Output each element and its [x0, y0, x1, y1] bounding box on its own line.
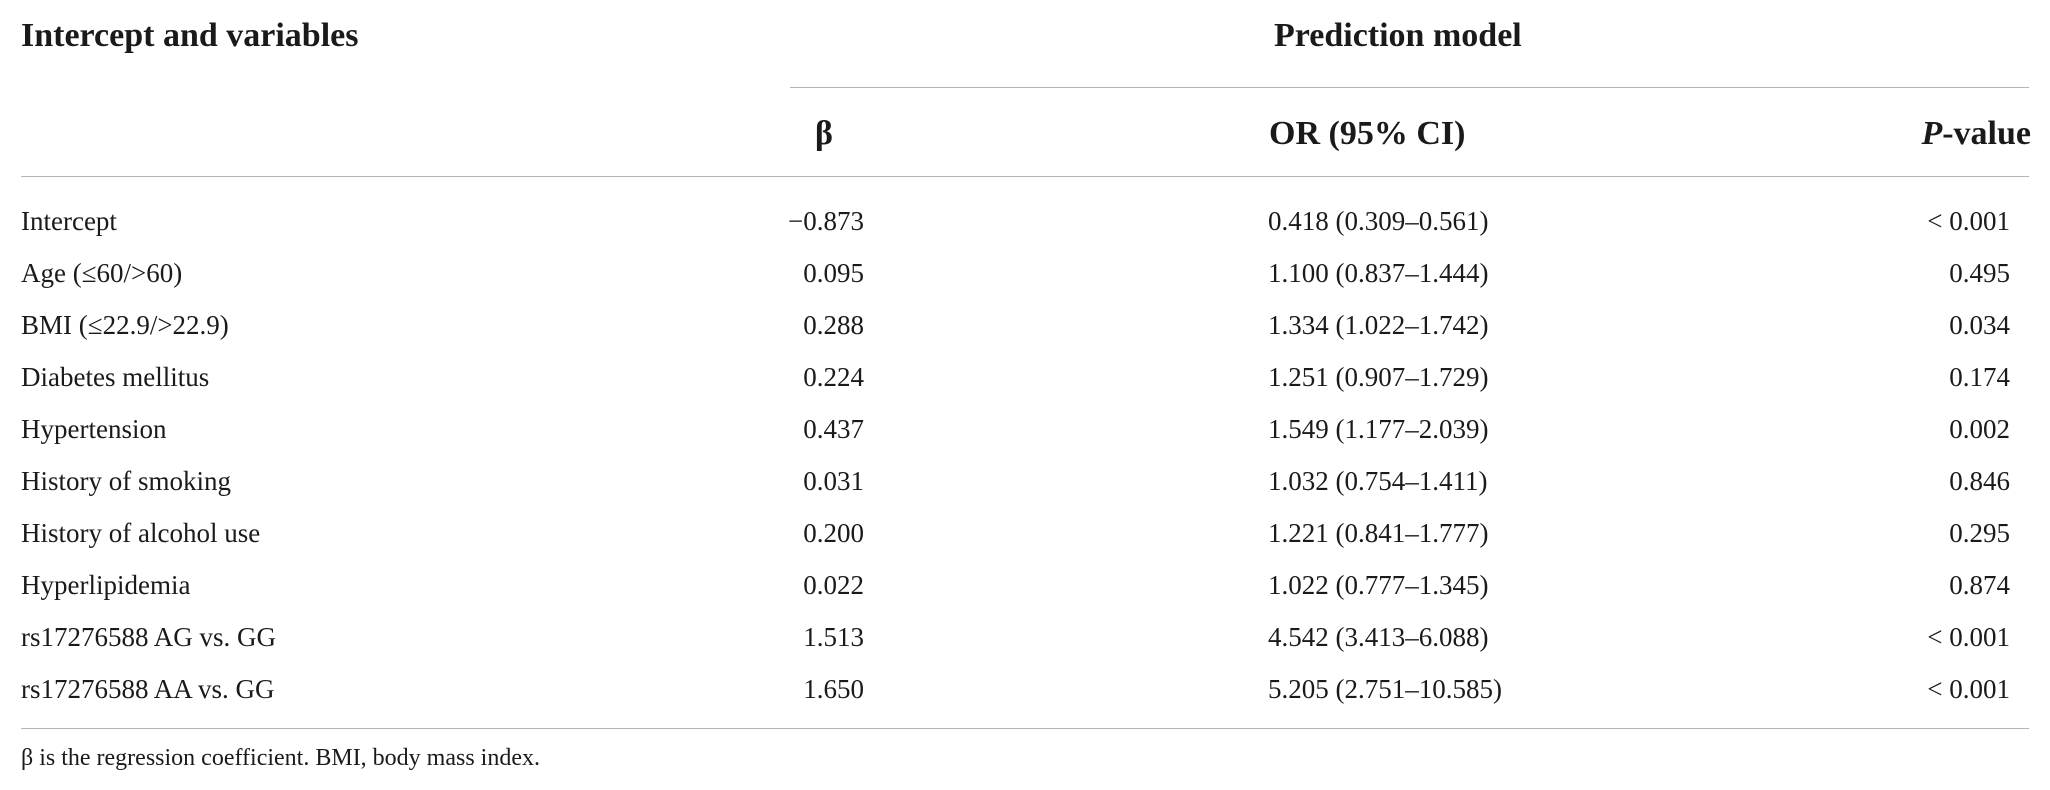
p-value-cell: 0.874	[1949, 570, 2010, 600]
variable-cell: rs17276588 AG vs. GG	[21, 622, 277, 652]
beta-cell: 1.513	[803, 622, 864, 652]
header-prediction-model: Prediction model	[1274, 17, 1522, 54]
table-bottom-rule	[21, 728, 2029, 729]
table-footnote: β is the regression coefficient. BMI, bo…	[21, 745, 540, 771]
beta-cell: −0.873	[788, 206, 864, 236]
variable-cell: BMI (≤22.9/>22.9)	[21, 310, 229, 340]
or-ci-cell: 1.221 (0.841–1.777)	[1268, 518, 1489, 548]
header-p-value: P-value	[1921, 114, 2031, 154]
header-or-ci: OR (95% CI)	[1269, 115, 1466, 152]
table-row: Age (≤60/>60) 0.095 1.100 (0.837–1.444) 0.4…	[0, 247, 2050, 299]
table-row: Hypertension 0.437 1.549 (1.177–2.039) 0.00…	[0, 403, 2050, 455]
or-ci-cell: 4.542 (3.413–6.088)	[1268, 622, 1489, 652]
header-group-rule	[790, 87, 2029, 88]
variable-cell: Intercept	[21, 206, 117, 236]
beta-cell: 1.650	[803, 674, 864, 704]
beta-cell: 0.437	[803, 414, 864, 444]
table-row: Intercept −0.873 0.418 (0.309–0.561) < 0.00…	[0, 195, 2050, 247]
table-row: History of smoking 0.031 1.032 (0.754–1.41…	[0, 455, 2050, 507]
header-beta: β	[815, 115, 833, 152]
beta-cell: 0.224	[803, 362, 864, 392]
table-row: BMI (≤22.9/>22.9) 0.288 1.334 (1.022–1.742…	[0, 299, 2050, 351]
p-value-cell: 0.002	[1949, 414, 2010, 444]
or-ci-cell: 1.549 (1.177–2.039)	[1268, 414, 1489, 444]
beta-cell: 0.031	[803, 466, 864, 496]
p-value-cell: 0.174	[1949, 362, 2010, 392]
variable-cell: Age (≤60/>60)	[21, 258, 183, 288]
p-value-cell: < 0.001	[1927, 674, 2010, 704]
p-value-cell: < 0.001	[1927, 622, 2010, 652]
table-row: History of alcohol use 0.200 1.221 (0.841–…	[0, 507, 2050, 559]
or-ci-cell: 1.251 (0.907–1.729)	[1268, 362, 1489, 392]
p-value-cell: 0.846	[1949, 466, 2010, 496]
variable-cell: History of smoking	[21, 466, 232, 496]
or-ci-cell: 1.022 (0.777–1.345)	[1268, 570, 1489, 600]
table-row: Diabetes mellitus 0.224 1.251 (0.907–1.729…	[0, 351, 2050, 403]
header-bottom-rule	[21, 176, 2029, 177]
p-value-cell: 0.295	[1949, 518, 2010, 548]
or-ci-cell: 1.334 (1.022–1.742)	[1268, 310, 1489, 340]
header-variables: Intercept and variables	[21, 17, 359, 54]
variable-cell: Hyperlipidemia	[21, 570, 191, 600]
or-ci-cell: 0.418 (0.309–0.561)	[1268, 206, 1489, 236]
table-row: Hyperlipidemia 0.022 1.022 (0.777–1.345) 0.…	[0, 559, 2050, 611]
header-p-letter: P	[1921, 115, 1943, 152]
or-ci-cell: 5.205 (2.751–10.585)	[1268, 674, 1502, 704]
variable-cell: rs17276588 AA vs. GG	[21, 674, 275, 704]
header-p-suffix: -value	[1942, 115, 2031, 152]
beta-cell: 0.022	[803, 570, 864, 600]
beta-cell: 0.095	[803, 258, 864, 288]
p-value-cell: 0.495	[1949, 258, 2010, 288]
p-value-cell: < 0.001	[1927, 206, 2010, 236]
beta-cell: 0.288	[803, 310, 864, 340]
table-row: rs17276588 AA vs. GG 1.650 5.205 (2.751–10…	[0, 663, 2050, 715]
or-ci-cell: 1.100 (0.837–1.444)	[1268, 258, 1489, 288]
table-row: rs17276588 AG vs. GG 1.513 4.542 (3.413–6.…	[0, 611, 2050, 663]
beta-cell: 0.200	[803, 518, 864, 548]
variable-cell: Hypertension	[21, 414, 167, 444]
variable-cell: History of alcohol use	[21, 518, 261, 548]
variable-cell: Diabetes mellitus	[21, 362, 210, 392]
p-value-cell: 0.034	[1949, 310, 2010, 340]
or-ci-cell: 1.032 (0.754–1.411)	[1268, 466, 1488, 496]
